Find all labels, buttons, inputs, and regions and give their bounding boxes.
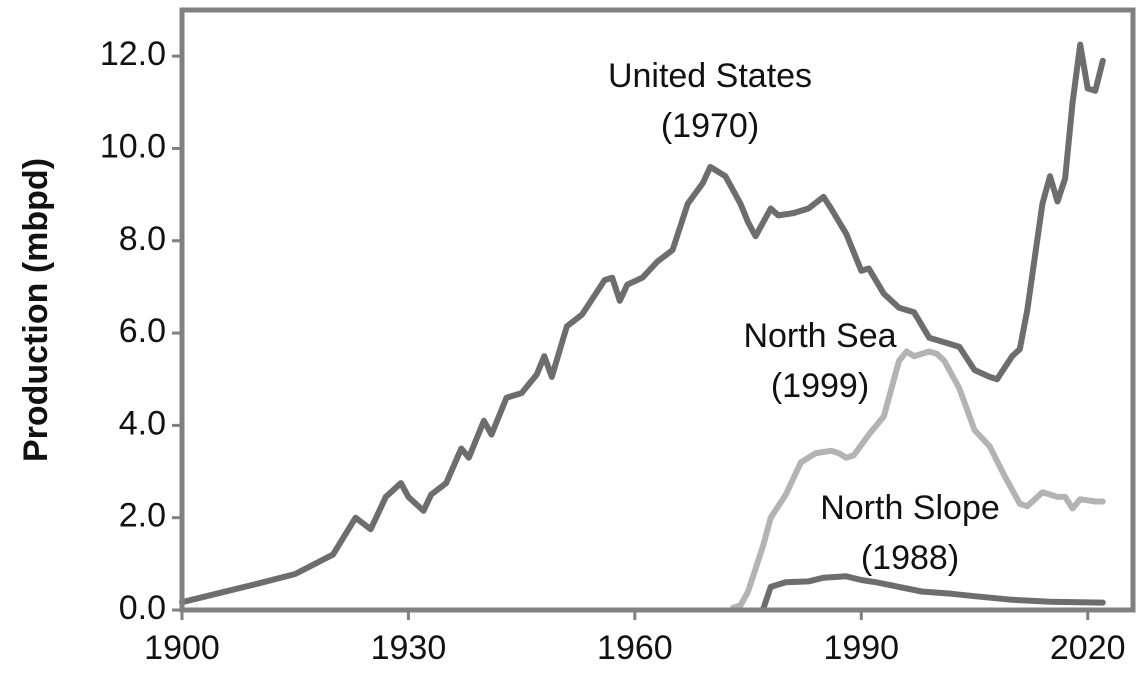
x-tick-label: 1990 [823, 629, 899, 667]
y-tick-label: 12.0 [100, 35, 166, 73]
peak-label: (1970) [661, 107, 759, 145]
x-tick-label: 2020 [1050, 629, 1126, 667]
peak-label: (1988) [861, 539, 959, 577]
x-tick-label: 1960 [597, 629, 673, 667]
x-tick-label: 1900 [144, 629, 220, 667]
series-label: North Sea [743, 317, 896, 355]
y-tick-label: 10.0 [100, 127, 166, 165]
series-label: North Slope [820, 489, 1000, 527]
y-tick-label: 8.0 [119, 220, 166, 258]
series-line [730, 348, 1106, 611]
y-axis-label: Production (mbpd) [17, 158, 55, 462]
plot-frame [179, 7, 1136, 613]
y-tick-label: 6.0 [119, 312, 166, 350]
y-tick-label: 0.0 [119, 589, 166, 627]
peak-label: (1999) [771, 367, 869, 405]
y-tick-label: 4.0 [119, 404, 166, 442]
x-tick-label: 1930 [371, 629, 447, 667]
series-line [179, 41, 1106, 606]
series-line [760, 573, 1106, 613]
y-tick-label: 2.0 [119, 497, 166, 535]
series-label: United States [608, 57, 812, 95]
